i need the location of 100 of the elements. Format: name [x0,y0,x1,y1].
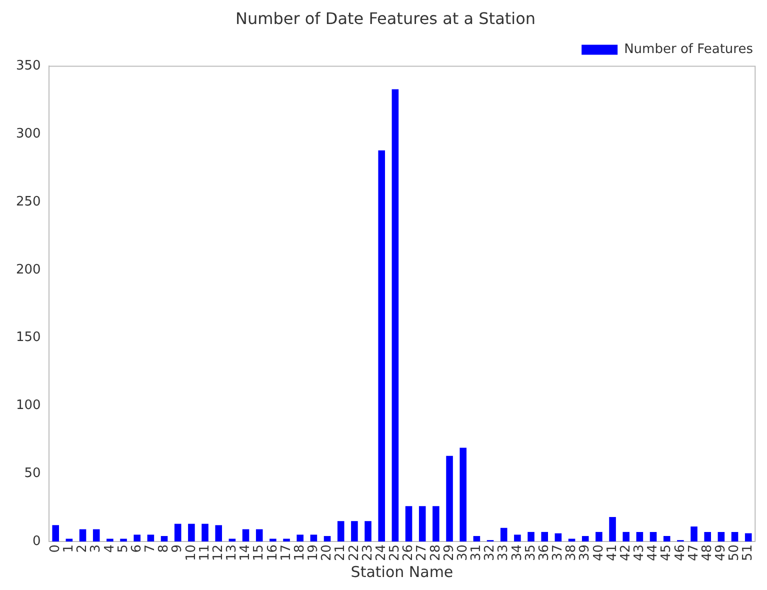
y-tick-label: 150 [16,330,41,346]
x-tick-label: 37 [550,544,566,562]
bar [215,525,222,542]
bar [718,532,725,542]
bar [364,521,372,542]
bar [228,538,236,542]
x-tick-label: 30 [455,544,470,562]
x-tick-label: 50 [727,544,742,562]
bar [160,536,168,542]
bar [418,506,426,542]
x-tick-label: 2 [75,544,90,553]
y-tick-label: 50 [24,466,41,481]
y-tick-label: 200 [16,262,41,278]
x-tick-label: 44 [646,544,661,562]
x-tick-label: 27 [414,544,430,562]
bar [622,532,630,542]
x-tick-label: 49 [714,544,729,562]
bar [337,521,344,542]
bar [242,529,250,542]
bar [378,150,386,542]
y-tick-label: 100 [16,398,41,414]
bar [690,526,698,542]
bar [392,89,399,542]
bar [432,506,440,542]
x-tick-label: 33 [496,544,512,562]
bar [324,536,331,542]
x-tick-label: 32 [482,544,498,562]
bar [256,529,263,542]
x-tick-label: 9 [170,544,186,553]
y-tick-label: 300 [16,126,41,142]
bar [296,534,304,542]
x-tick-label: 31 [469,544,484,562]
x-tick-label: 42 [618,544,634,562]
bar [310,534,318,542]
bar [460,448,467,542]
x-tick-label: 12 [210,544,226,562]
y-tick-label: 250 [16,194,41,210]
x-tick-label: 45 [659,544,674,562]
x-tick-label: 48 [700,544,715,562]
bar [106,538,114,542]
bar [188,524,195,542]
x-tick-label: 46 [672,544,688,562]
bar [744,533,752,542]
x-tick-label: 43 [632,544,648,562]
bar [446,456,453,542]
x-tick-label: 29 [442,544,457,562]
bar [473,536,480,542]
x-tick-label: 18 [292,544,308,562]
x-tick-label: 15 [252,544,267,562]
x-tick-label: 23 [360,544,376,562]
x-tick-label: 25 [388,544,403,562]
bar [79,529,86,542]
bar [514,534,521,542]
x-tick-label: 38 [564,544,580,562]
x-tick-label: 10 [184,544,199,562]
x-tick-label: 17 [278,544,294,562]
bar [568,538,576,542]
x-tick-label: 34 [510,544,525,562]
x-tick-label: 22 [346,544,362,562]
x-tick-label: 21 [333,544,348,562]
x-tick-label: 16 [265,544,280,562]
bar [731,532,738,542]
bar [120,538,127,542]
bar [52,525,59,542]
x-tick-label: 35 [523,544,538,562]
x-tick-label: 8 [156,544,172,553]
x-tick-label: 3 [88,544,104,553]
x-tick-label: 47 [686,544,702,562]
bar [609,517,616,542]
bar [202,524,208,542]
x-tick-label: 14 [238,544,254,562]
x-tick-label: 28 [428,544,444,562]
x-tick-label: 51 [740,544,756,562]
x-axis-title: Station Name [350,562,454,581]
x-tick-label: 24 [374,544,389,562]
x-tick-label: 5 [116,544,131,553]
x-tick-label: 11 [197,544,212,562]
x-tick-label: 41 [604,544,620,562]
y-tick-label: 350 [16,58,41,74]
x-tick-label: 7 [143,544,158,553]
x-tick-label: 13 [224,544,240,562]
x-tick-label: 0 [48,544,63,553]
bar [66,538,73,542]
bar [174,524,182,542]
bar [636,532,644,542]
legend-label: Number of Features [624,42,754,58]
bar [147,534,154,542]
x-tick-label: 1 [62,544,77,553]
x-tick-label: 6 [129,544,144,553]
bar [554,533,562,542]
x-tick-label: 26 [401,544,416,562]
bar [650,532,657,542]
x-tick-label: 39 [578,544,593,562]
chart-title: Number of Date Features at a Station [235,8,536,28]
x-tick-label: 4 [102,544,118,553]
bar [528,532,534,542]
bar [704,532,712,542]
bar [270,538,276,542]
bar [283,538,290,542]
x-tick-label: 19 [306,544,322,562]
